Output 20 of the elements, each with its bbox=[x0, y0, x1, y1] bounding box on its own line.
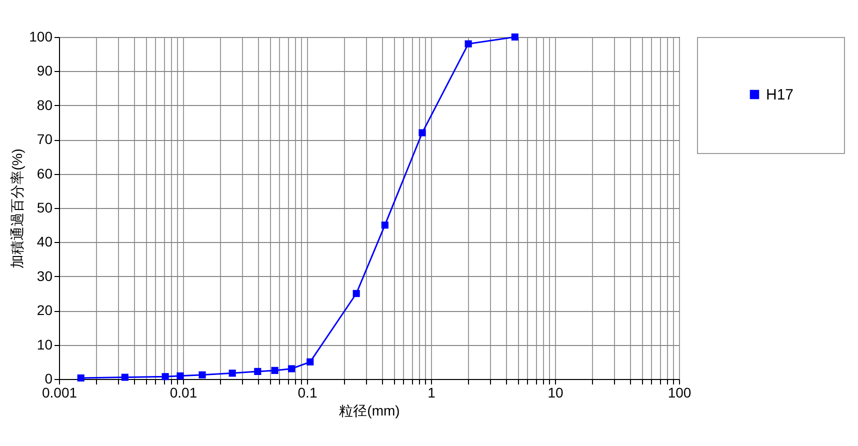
y-tick-label: 30 bbox=[36, 268, 53, 284]
y-tick-label: 80 bbox=[36, 96, 53, 113]
y-tick-label: 50 bbox=[36, 200, 53, 216]
x-tick-label: 0.001 bbox=[42, 384, 78, 400]
y-tick-label: 40 bbox=[36, 234, 53, 250]
legend-label: H17 bbox=[766, 86, 794, 104]
x-tick-label: 100 bbox=[668, 384, 692, 400]
y-tick-label: 10 bbox=[36, 336, 53, 352]
y-tick-label: 70 bbox=[36, 131, 53, 148]
y-tick-label: 20 bbox=[36, 302, 53, 318]
x-tick-label: 0.01 bbox=[170, 384, 198, 400]
y-tick-label: 0 bbox=[44, 370, 53, 386]
y-axis-title: 加積通過百分率(%) bbox=[9, 148, 26, 268]
x-tick-label: 1 bbox=[428, 384, 436, 400]
x-axis-title: 粒径(mm) bbox=[339, 402, 400, 418]
x-tick-label: 0.1 bbox=[298, 384, 318, 400]
x-tick-label: 10 bbox=[548, 384, 564, 400]
y-tick-label: 60 bbox=[36, 165, 53, 182]
y-tick-label: 90 bbox=[36, 62, 53, 79]
y-tick-label: 100 bbox=[29, 28, 53, 44]
